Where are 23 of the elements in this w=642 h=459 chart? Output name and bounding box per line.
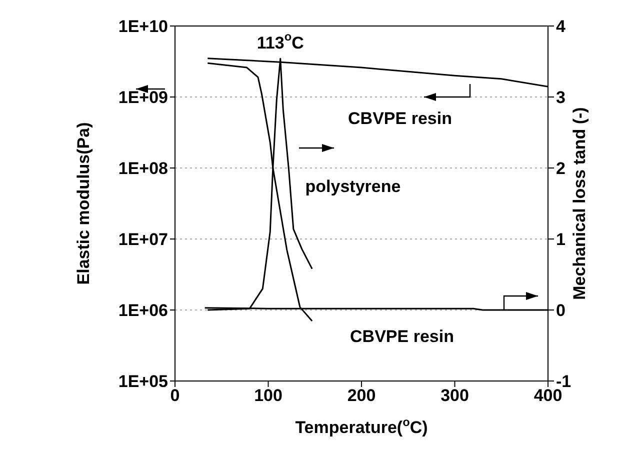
annotation: CBVPE resin: [348, 109, 452, 128]
y-axis-title: Elastic modulus(Pa): [74, 122, 94, 285]
x-tick-label: 300: [440, 386, 469, 406]
annotation: 113$^{o}$C: [256, 30, 304, 53]
x-tick-label: 0: [170, 386, 180, 406]
annotation: polystyrene: [305, 177, 401, 196]
y2-tick-label: 4: [556, 17, 566, 36]
x-tick-label: 100: [254, 386, 282, 406]
y-tick-label: 1E+09: [118, 88, 168, 108]
y2-axis-title: Mechanical loss tand (-): [570, 107, 590, 300]
x-tick-label: 400: [534, 386, 562, 406]
annotation: CBVPE resin: [350, 327, 454, 346]
y2-tick-label: 2: [556, 159, 566, 178]
x-axis-title: Temperature($^{o}$C): [295, 415, 428, 437]
y2-tick-label: 3: [556, 88, 566, 108]
y-tick-label: 1E+10: [118, 17, 168, 36]
y-tick-label: 1E+07: [118, 230, 168, 250]
x-tick-label: 200: [347, 386, 376, 406]
y-tick-label: 1E+05: [118, 372, 168, 392]
y2-tick-label: 0: [556, 301, 566, 320]
y-tick-label: 1E+08: [118, 159, 168, 178]
y2-tick-label: 1: [556, 230, 566, 250]
y-tick-label: 1E+06: [118, 301, 168, 320]
